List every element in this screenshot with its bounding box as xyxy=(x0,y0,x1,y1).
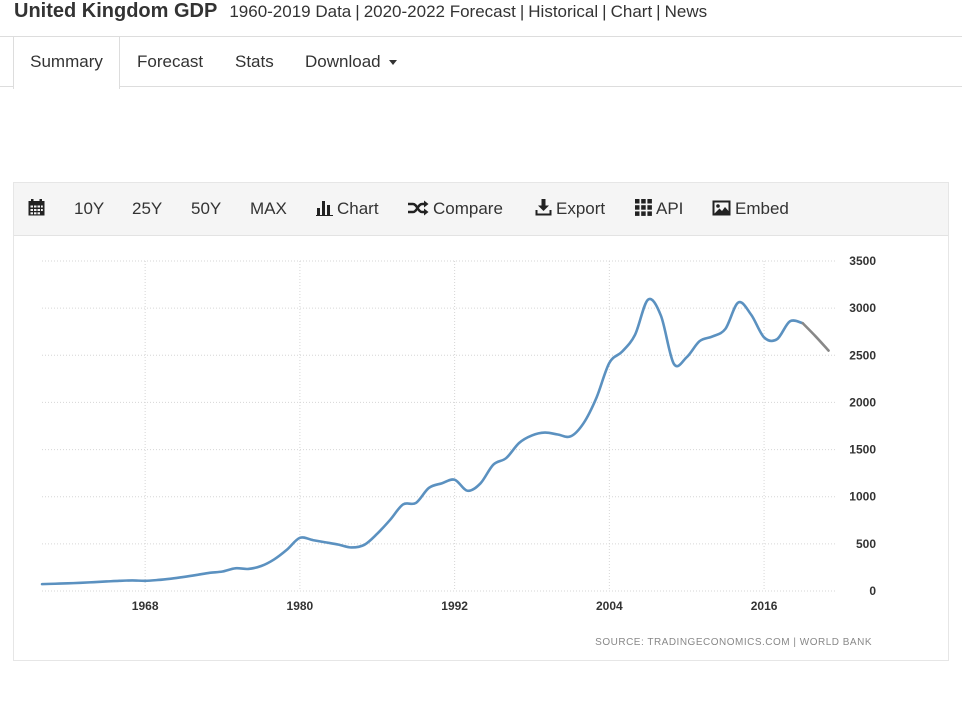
x-tick-label: 1980 xyxy=(287,599,314,613)
range-50y-button[interactable]: 50Y xyxy=(191,199,222,218)
link-historical[interactable]: Historical xyxy=(528,2,599,21)
chart-panel: 10Y 25Y 50Y MAX Chart Compare Export API… xyxy=(13,182,949,661)
y-tick-label: 3500 xyxy=(849,254,876,268)
chart-grid xyxy=(42,260,835,592)
download-icon xyxy=(535,199,552,216)
calendar-icon xyxy=(28,199,45,216)
link-chart[interactable]: Chart xyxy=(610,2,653,21)
grid-icon xyxy=(635,199,652,216)
y-tick-label: 1500 xyxy=(849,443,876,457)
separator: | xyxy=(656,2,661,21)
link-data[interactable]: 1960-2019 Data xyxy=(229,2,352,21)
x-tick-label: 1992 xyxy=(441,599,468,613)
tab-download-label: Download xyxy=(305,52,381,71)
chart-lines xyxy=(40,297,830,586)
x-tick-label: 2004 xyxy=(596,599,623,613)
separator: | xyxy=(602,2,607,21)
chart-button[interactable]: Chart xyxy=(316,183,379,235)
api-button[interactable]: API xyxy=(635,183,683,235)
forecast-series-line xyxy=(801,321,830,352)
shuffle-icon xyxy=(408,200,429,216)
y-tick-label: 1000 xyxy=(849,490,876,504)
tab-download[interactable]: Download xyxy=(305,37,397,88)
y-tick-label: 2000 xyxy=(849,395,876,409)
link-news[interactable]: News xyxy=(664,2,708,21)
y-tick-label: 3000 xyxy=(849,301,876,315)
link-forecast[interactable]: 2020-2022 Forecast xyxy=(363,2,516,21)
nav-tabs: Summary Forecast Stats Download xyxy=(0,36,962,89)
embed-button-label: Embed xyxy=(735,199,789,218)
export-button[interactable]: Export xyxy=(535,183,605,235)
separator: | xyxy=(355,2,360,21)
gdp-chart: 0 500 1000 1500 2000 2500 3000 3500 1968 1980 1992… xyxy=(40,254,877,648)
range-10y-button[interactable]: 10Y xyxy=(74,199,105,218)
page-title: United Kingdom GDP xyxy=(14,0,218,22)
tab-forecast[interactable]: Forecast xyxy=(137,52,204,71)
bar-chart-icon xyxy=(316,201,333,216)
calendar-button[interactable] xyxy=(28,183,49,235)
y-tick-label: 0 xyxy=(869,584,876,598)
historical-series-line xyxy=(40,297,805,586)
y-tick-label: 2500 xyxy=(849,348,876,362)
caret-down-icon xyxy=(388,60,397,66)
chart-toolbar: 10Y 25Y 50Y MAX Chart Compare Export API… xyxy=(14,183,948,236)
x-tick-label: 2016 xyxy=(751,599,778,613)
tab-stats[interactable]: Stats xyxy=(235,52,274,71)
range-max-button[interactable]: MAX xyxy=(250,199,287,218)
compare-button-label: Compare xyxy=(433,199,503,218)
title-row: United Kingdom GDP 1960-2019 Data | 2020-2… xyxy=(14,0,707,30)
tab-summary[interactable]: Summary xyxy=(13,37,120,89)
x-tick-label: 1968 xyxy=(132,599,159,613)
export-button-label: Export xyxy=(556,199,606,218)
y-tick-label: 500 xyxy=(856,537,876,551)
range-25y-button[interactable]: 25Y xyxy=(132,199,163,218)
compare-button[interactable]: Compare xyxy=(407,183,503,235)
api-button-label: API xyxy=(656,199,684,218)
header-links: 1960-2019 Data | 2020-2022 Forecast | Histor… xyxy=(229,2,707,22)
embed-button[interactable]: Embed xyxy=(712,183,789,235)
chart-button-label: Chart xyxy=(337,199,379,218)
source-label: SOURCE: TRADINGECONOMICS.COM | WORLD BAN… xyxy=(595,637,872,648)
image-icon xyxy=(712,200,731,216)
separator: | xyxy=(519,2,525,21)
chart-ticks: 0 500 1000 1500 2000 2500 3000 3500 1968 1980 1992… xyxy=(132,254,877,613)
